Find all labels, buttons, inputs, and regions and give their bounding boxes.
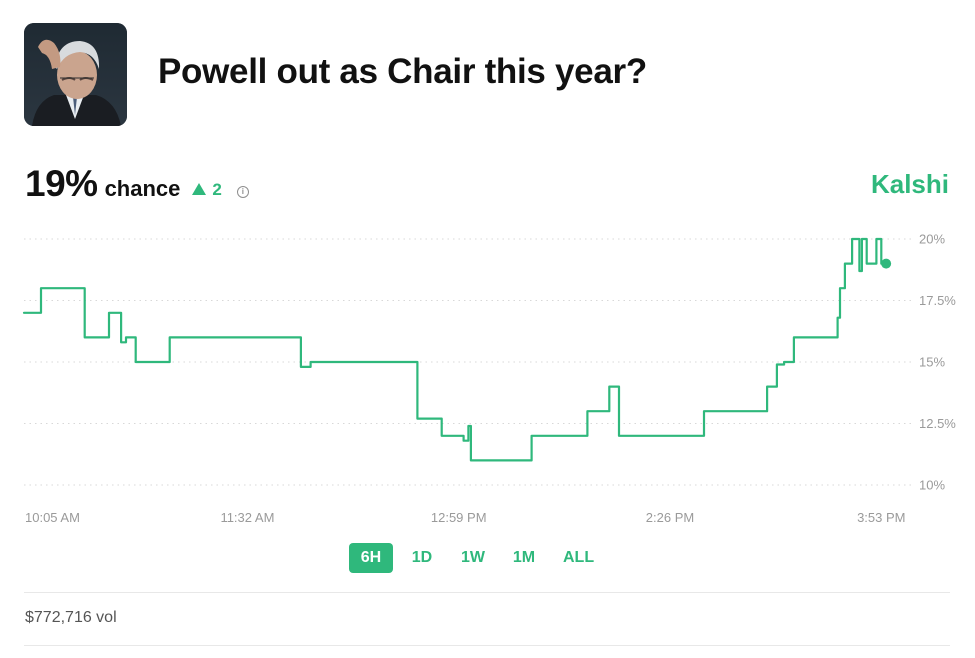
probability-value: 19% [25,163,98,204]
x-tick-label: 10:05 AM [25,510,80,525]
time-range-selector: 6H 1D 1W 1M ALL [349,543,611,573]
series-line [22,237,888,462]
source-name[interactable]: Kalshi [870,169,949,199]
range-button-1w[interactable]: 1W [461,549,485,566]
x-tick-label: 11:32 AM [220,510,274,525]
range-button-all[interactable]: ALL [563,549,595,566]
info-icon[interactable]: i [236,185,249,198]
x-tick-label: 3:53 PM [857,510,905,525]
probability-row: 19% chance 2 i [25,163,249,205]
x-tick-label: 12:59 PM [431,510,487,525]
range-button-1d[interactable]: 1D [411,549,433,566]
price-chart: 20% 17.5% 15% 12.5% 10% 10:05 AM 11:32 AM 12:59… [0,225,975,535]
y-tick-label: 17.5% [919,293,956,308]
x-tick-label: 2:26 PM [646,510,694,525]
range-button-6h[interactable]: 6H [349,543,393,573]
divider [24,645,950,646]
y-tick-label: 10% [919,478,945,493]
probability-change: 2 [192,180,222,200]
y-tick-label: 15% [919,355,945,370]
probability-label: chance [104,176,181,201]
market-image [24,23,127,126]
chart-svg: 20% 17.5% 15% 12.5% 10% 10:05 AM 11:32 AM 12:59… [22,232,956,525]
divider [24,592,950,593]
y-tick-label: 12.5% [919,416,956,431]
triangle-up-icon [192,183,207,195]
current-value-dot [881,258,892,269]
change-value: 2 [212,180,222,199]
y-tick-label: 20% [919,232,945,247]
volume-text: $772,716 vol [25,609,117,626]
range-button-1m[interactable]: 1M [512,549,536,566]
market-title: Powell out as Chair this year? [158,52,647,91]
portrait-photo [24,23,127,126]
